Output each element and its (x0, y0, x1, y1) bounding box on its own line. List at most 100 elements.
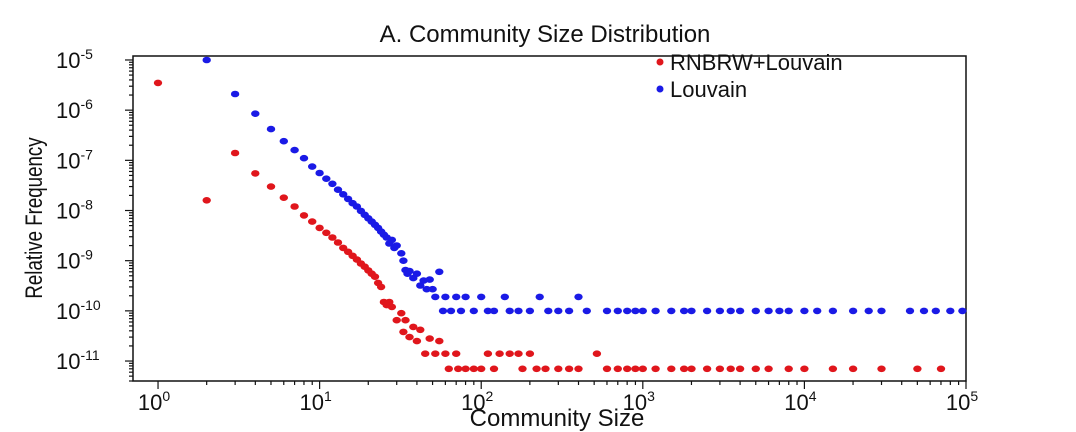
x-tick-label: 101 (299, 388, 331, 415)
data-point (290, 203, 299, 210)
data-point (631, 365, 640, 373)
data-point (387, 236, 397, 244)
data-point (202, 197, 211, 204)
data-point (500, 293, 509, 301)
data-point (412, 337, 422, 345)
data-point (399, 257, 408, 265)
data-point (554, 365, 563, 373)
data-point (602, 365, 612, 373)
data-point (416, 326, 425, 334)
data-point (405, 333, 414, 341)
data-point (651, 307, 660, 315)
data-point (638, 365, 647, 373)
data-point (667, 365, 676, 373)
series-louvain (202, 56, 967, 315)
data-point (422, 285, 431, 293)
y-tick-label: 10-10 (56, 297, 101, 324)
data-point (230, 149, 240, 157)
data-point (438, 307, 448, 315)
data-point (299, 212, 309, 219)
data-point (931, 307, 940, 315)
series-rnbrw-louvain (153, 79, 946, 373)
chart-title: A. Community Size Distribution (380, 21, 711, 48)
data-point (399, 328, 408, 336)
points-layer (153, 56, 967, 373)
data-point (387, 303, 397, 311)
data-point (958, 307, 967, 315)
y-axis-label: Relative Frequency (21, 137, 48, 298)
data-point (444, 365, 453, 373)
data-point (401, 316, 410, 324)
data-point (667, 307, 676, 315)
data-point (554, 307, 563, 315)
data-point (913, 365, 922, 373)
legend-label-rnbrw-louvain: RNBRW+Louvain (670, 50, 843, 75)
data-point (592, 350, 602, 358)
data-point (638, 307, 647, 315)
data-point (483, 307, 493, 315)
data-point (421, 350, 430, 358)
data-point (800, 365, 809, 373)
data-point (495, 350, 504, 358)
data-point (877, 365, 886, 373)
x-axis-ticks: 100 101 102 103 104 105 (138, 381, 978, 415)
data-point (251, 110, 260, 117)
data-point (525, 307, 535, 315)
data-point (687, 307, 696, 315)
data-point (461, 293, 470, 301)
data-point (461, 365, 470, 373)
data-point (392, 316, 401, 324)
data-point (828, 365, 838, 373)
data-point (702, 365, 712, 373)
legend-marker-rnbrw-louvain (656, 58, 664, 66)
data-point (435, 268, 444, 276)
data-point (315, 224, 324, 232)
data-point (679, 365, 689, 373)
data-point (397, 309, 406, 317)
data-point (428, 285, 437, 293)
data-point (441, 293, 450, 301)
data-point (230, 90, 240, 98)
data-point (813, 307, 822, 315)
data-point (452, 350, 461, 358)
data-point (775, 307, 784, 315)
data-point (651, 365, 660, 373)
data-point (784, 365, 793, 373)
data-point (623, 307, 632, 315)
data-point (333, 239, 343, 246)
data-point (322, 229, 331, 237)
data-point (751, 365, 760, 373)
data-point (936, 365, 946, 373)
data-point (679, 307, 689, 315)
x-tick-label: 102 (461, 388, 493, 415)
data-point (392, 242, 401, 249)
data-point (202, 56, 211, 64)
data-point (715, 365, 725, 373)
x-tick-label: 100 (138, 388, 170, 415)
data-point (735, 307, 745, 315)
legend-label-louvain: Louvain (670, 77, 747, 102)
data-point (452, 293, 461, 301)
y-tick-label: 10-7 (56, 146, 93, 173)
data-point (602, 307, 612, 315)
data-point (564, 365, 574, 373)
data-point (848, 365, 858, 373)
data-point (435, 337, 444, 345)
data-point (308, 163, 317, 170)
data-point (412, 270, 422, 278)
data-point (541, 365, 550, 373)
data-point (784, 307, 793, 315)
data-point (322, 175, 331, 182)
data-point (905, 307, 915, 315)
data-point (279, 137, 288, 145)
data-point (431, 350, 440, 358)
data-point (877, 307, 886, 315)
y-tick-label: 10-8 (56, 197, 93, 224)
data-point (328, 180, 337, 188)
data-point (328, 234, 337, 241)
data-point (919, 307, 929, 315)
data-point (266, 125, 276, 133)
data-point (416, 282, 425, 289)
data-point (409, 323, 418, 331)
